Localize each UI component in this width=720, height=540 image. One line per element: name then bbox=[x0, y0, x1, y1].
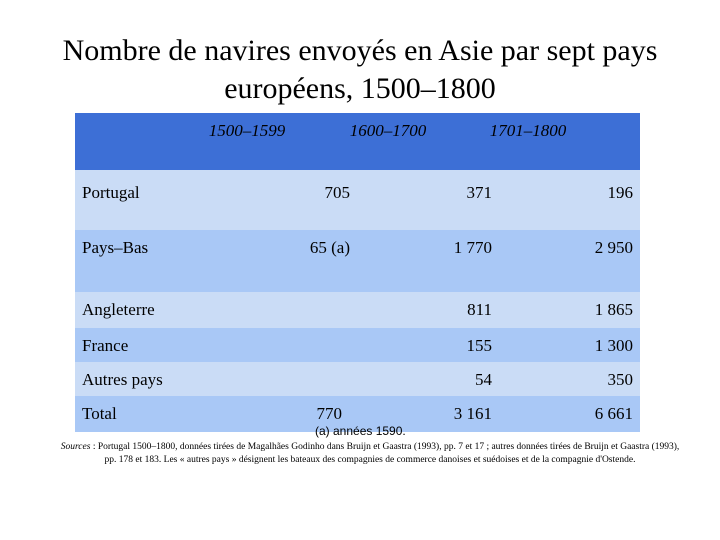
cell-value: 1 770 bbox=[453, 238, 492, 257]
title: Nombre de navires envoyés en Asie par se… bbox=[62, 34, 658, 105]
cell-value: 3 161 bbox=[453, 404, 492, 423]
cell-value: 770 bbox=[316, 404, 343, 423]
table-row: Autres pays 54 350 bbox=[75, 362, 640, 396]
table-row: Portugal 705 371 196 bbox=[75, 170, 640, 230]
sources-label: Sources bbox=[60, 442, 91, 452]
cell-value: 2 950 bbox=[594, 238, 633, 257]
cell-value: 54 bbox=[475, 370, 492, 389]
table-row: France 155 1 300 bbox=[75, 328, 640, 362]
column-header: 1500–1599 bbox=[208, 121, 286, 140]
cell-value: 1 865 bbox=[594, 300, 633, 319]
table-note: (a) années 1590. bbox=[315, 424, 406, 438]
row-label: Angleterre bbox=[82, 300, 155, 319]
row-label: Autres pays bbox=[82, 370, 163, 389]
column-header: 1600–1700 bbox=[349, 121, 427, 140]
row-label: Portugal bbox=[82, 183, 140, 202]
cell-value: 155 bbox=[466, 336, 493, 355]
sources-text: : Portugal 1500–1800, données tirées de … bbox=[90, 442, 680, 465]
cell-value: 1 300 bbox=[594, 336, 633, 355]
row-label: France bbox=[82, 336, 129, 355]
header-row: 1500–1599 1600–1700 1701–1800 bbox=[75, 113, 640, 170]
table-row: Total 770 3 161 6 661 bbox=[75, 396, 640, 432]
row-label: Pays–Bas bbox=[82, 238, 149, 257]
cell-value: 811 bbox=[467, 300, 492, 319]
row-label: Total bbox=[82, 404, 117, 423]
cell-value: 371 bbox=[466, 183, 493, 202]
cell-value: 65 (a) bbox=[309, 238, 350, 257]
cell-value: 6 661 bbox=[594, 404, 633, 423]
table-row: Angleterre 811 1 865 bbox=[75, 292, 640, 328]
cell-value: 350 bbox=[607, 370, 634, 389]
sources: Sources : Portugal 1500–1800, données ti… bbox=[60, 441, 680, 467]
column-header: 1701–1800 bbox=[489, 121, 567, 140]
cell-value: 705 bbox=[324, 183, 351, 202]
cell-value: 196 bbox=[607, 183, 634, 202]
table-row: Pays–Bas 65 (a) 1 770 2 950 bbox=[75, 230, 640, 292]
